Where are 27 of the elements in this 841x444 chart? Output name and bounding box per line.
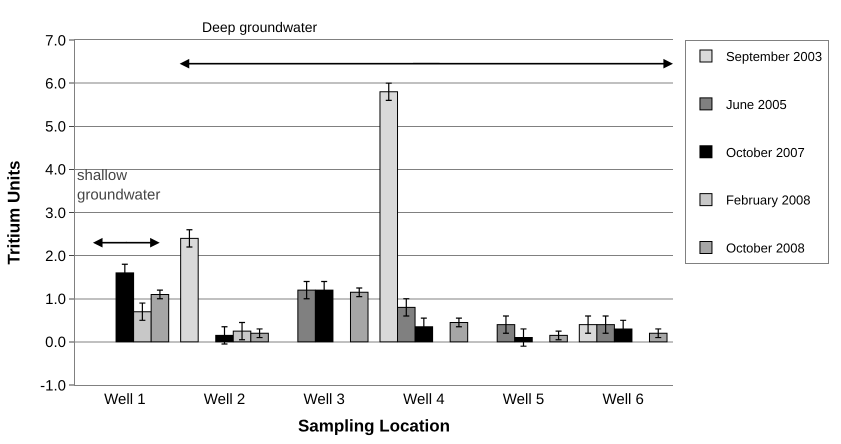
x-tick-label: Well 6 <box>602 391 644 408</box>
bar <box>648 332 668 342</box>
y-tick-label: 7.0 <box>45 32 66 50</box>
x-axis-title: Sampling Location <box>298 416 450 436</box>
y-tick-label: 1.0 <box>45 291 66 308</box>
y-tick-label: 5.0 <box>45 118 66 136</box>
y-tick-label: 2.0 <box>45 248 66 265</box>
x-tick-label: Well 3 <box>303 391 345 408</box>
annotation: shallow groundwater <box>77 167 160 204</box>
legend-label: September 2003 <box>726 49 822 64</box>
legend-label: October 2008 <box>726 240 805 256</box>
y-tick-label: 3.0 <box>45 204 66 222</box>
y-tick-label: -1.0 <box>40 377 66 394</box>
y-tick-label: 0.0 <box>45 334 66 352</box>
bar <box>350 292 369 342</box>
legend-label: February 2008 <box>726 192 811 208</box>
legend-label: June 2005 <box>726 96 787 112</box>
text: Deep groundwater <box>202 19 318 35</box>
x-tick-label: Well 4 <box>403 391 445 408</box>
legend-label: October 2007 <box>726 144 805 160</box>
x-tick-label: Well 2 <box>204 391 246 408</box>
y-tick-label: 4.0 <box>45 162 66 179</box>
x-tick-label: Well 5 <box>502 391 544 408</box>
bar <box>450 322 468 342</box>
y-axis-title: Tritium Units <box>4 160 24 264</box>
x-tick-label: Well 1 <box>104 391 146 408</box>
y-tick-label: 6.0 <box>45 75 66 92</box>
